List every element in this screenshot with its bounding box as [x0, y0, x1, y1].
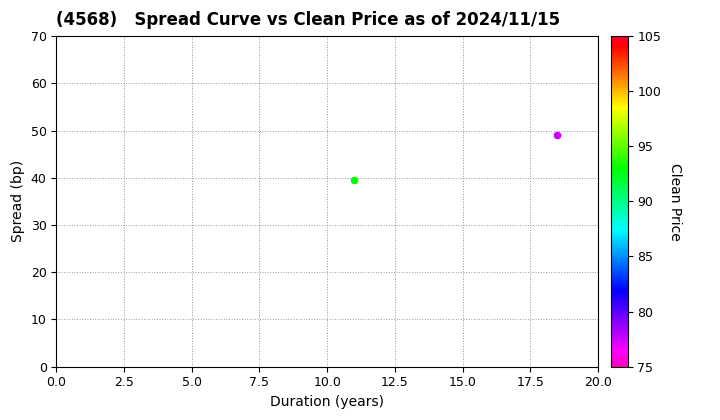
Y-axis label: Clean Price: Clean Price [668, 163, 682, 240]
X-axis label: Duration (years): Duration (years) [270, 395, 384, 409]
Y-axis label: Spread (bp): Spread (bp) [11, 160, 25, 242]
Point [552, 132, 563, 139]
Text: (4568)   Spread Curve vs Clean Price as of 2024/11/15: (4568) Spread Curve vs Clean Price as of… [56, 11, 560, 29]
Point [348, 177, 360, 184]
